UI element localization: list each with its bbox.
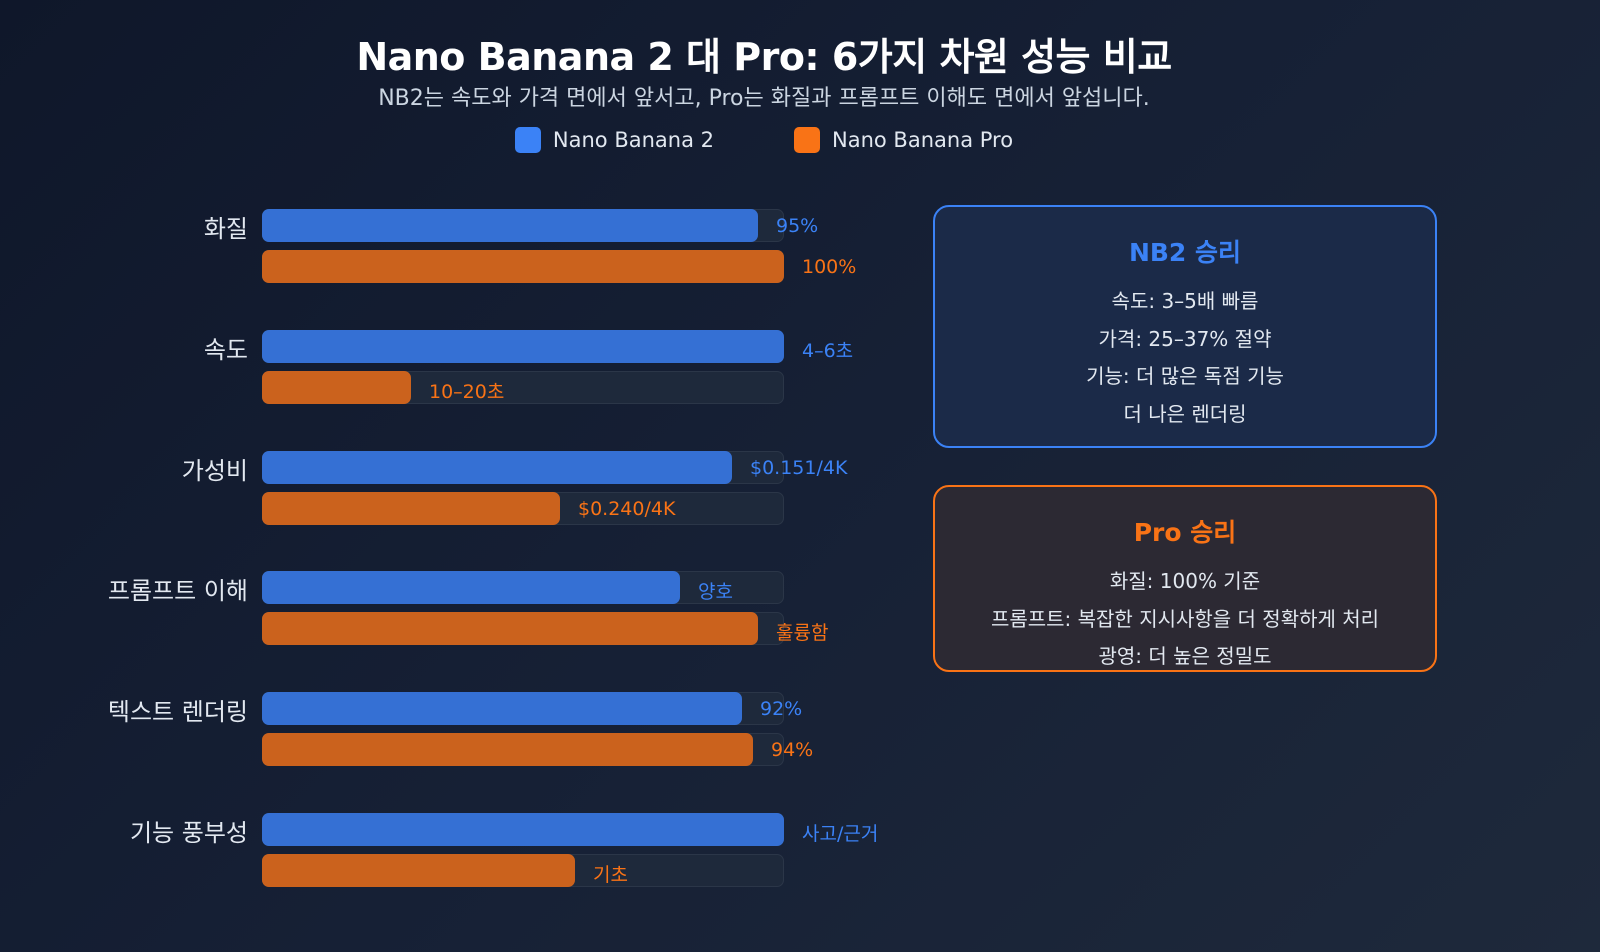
nb2-value-label: 92% xyxy=(760,698,803,721)
pro-bar xyxy=(262,370,411,404)
nb2-bar xyxy=(262,450,732,484)
pro-value-label: 기초 xyxy=(593,864,628,886)
nb2-bar xyxy=(262,571,680,605)
chart-row: 화질 95% 100% xyxy=(0,209,900,289)
nb2-bar-track xyxy=(262,209,784,242)
pro-value-label: 100% xyxy=(802,256,857,278)
pro-bar xyxy=(262,854,575,887)
nb2-bar-track xyxy=(262,692,784,726)
pro-bar-track xyxy=(262,612,784,646)
chart-row: 속도 4–6초 10–20초 xyxy=(0,329,900,410)
nb2-bar xyxy=(262,209,758,242)
pro-bar xyxy=(262,250,784,283)
nb2-wins-line: 가격: 25–37% 절약 xyxy=(1098,326,1272,351)
legend-swatch-pro xyxy=(794,127,821,153)
pro-bar xyxy=(262,733,753,767)
chart-row: 가성비 $0.151/4K $0.240/4K xyxy=(0,450,900,531)
nb2-value-label: 4–6초 xyxy=(802,339,854,362)
nb2-wins-line: 속도: 3–5배 빠름 xyxy=(1111,289,1259,313)
nb2-bar xyxy=(262,813,784,846)
nb2-bar-track xyxy=(262,329,784,363)
category-label: 기능 풍부성 xyxy=(129,819,248,847)
pro-wins-line: 프롬프트: 복잡한 지시사항을 더 정확하게 처리 xyxy=(990,606,1380,631)
nb2-bar-track xyxy=(262,571,784,605)
nb2-bar-track xyxy=(262,450,784,484)
pro-value-label: 94% xyxy=(771,739,814,762)
nb2-bar xyxy=(262,329,784,363)
pro-bar xyxy=(262,612,758,646)
legend-label-pro: Nano Banana Pro xyxy=(832,128,1014,152)
legend: Nano Banana 2 Nano Banana Pro xyxy=(0,127,1528,153)
nb2-wins-box: NB2 승리 속도: 3–5배 빠름 가격: 25–37% 절약 기능: 더 많… xyxy=(933,205,1437,448)
pro-bar-track xyxy=(262,250,784,283)
pro-wins-box: Pro 승리 화질: 100% 기준 프롬프트: 복잡한 지시사항을 더 정확하… xyxy=(933,485,1437,672)
category-label: 속도 xyxy=(203,335,248,364)
category-label: 텍스트 렌더링 xyxy=(107,698,248,727)
nb2-wins-line: 기능: 더 많은 독점 기능 xyxy=(1086,364,1284,388)
legend-item-nb2: Nano Banana 2 xyxy=(514,127,715,153)
pro-bar xyxy=(262,491,560,525)
category-label: 프롬프트 이해 xyxy=(107,577,248,606)
pro-bar-track xyxy=(262,854,784,887)
nb2-wins-line: 더 나은 렌더링 xyxy=(1123,401,1247,426)
chart-title: Nano Banana 2 대 Pro: 6가지 차원 성능 비교 xyxy=(356,35,1172,79)
nb2-value-label: $0.151/4K xyxy=(750,456,848,479)
pro-bar-track xyxy=(262,370,784,404)
pro-bar-track xyxy=(262,491,784,525)
pro-value-label: $0.240/4K xyxy=(578,497,676,520)
nb2-value-label: 양호 xyxy=(698,581,733,604)
legend-item-pro: Nano Banana Pro xyxy=(794,127,1013,153)
nb2-bar-track xyxy=(262,813,784,846)
pro-wins-line: 화질: 100% 기준 xyxy=(1109,569,1261,593)
nb2-value-label: 95% xyxy=(776,215,819,237)
legend-swatch-nb2 xyxy=(514,127,541,153)
pro-value-label: 훌륭함 xyxy=(776,622,829,645)
legend-label-nb2: Nano Banana 2 xyxy=(552,128,715,152)
chart-subtitle: NB2는 속도와 가격 면에서 앞서고, Pro는 화질과 프롬프트 이해도 면… xyxy=(378,86,1150,111)
category-label: 가성비 xyxy=(181,456,248,485)
category-label: 화질 xyxy=(203,215,248,243)
pro-wins-line: 광영: 더 높은 정밀도 xyxy=(1098,644,1272,668)
pro-wins-title: Pro 승리 xyxy=(1133,518,1237,547)
nb2-wins-title: NB2 승리 xyxy=(1128,238,1242,267)
nb2-value-label: 사고/근거 xyxy=(802,823,879,845)
pro-bar-track xyxy=(262,733,784,767)
pro-value-label: 10–20초 xyxy=(429,380,505,403)
chart-row: 텍스트 렌더링 92% 94% xyxy=(0,692,900,772)
nb2-bar xyxy=(262,692,742,726)
